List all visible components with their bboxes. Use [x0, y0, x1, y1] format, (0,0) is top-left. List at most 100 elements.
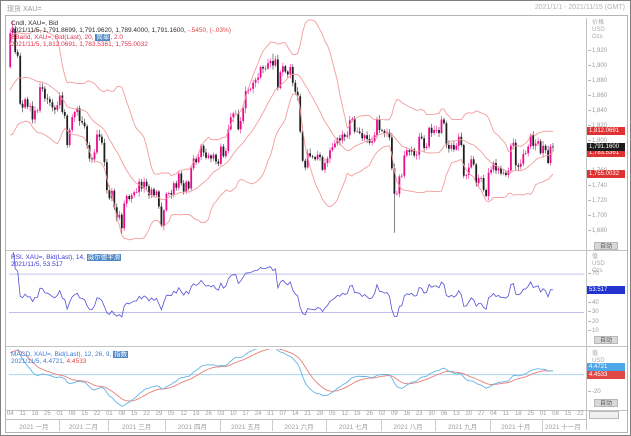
panel-separator-line — [6, 346, 627, 347]
rsi-value-box: 53.517 — [587, 285, 625, 294]
panel-separator-line — [6, 250, 627, 251]
axis-unit-label: 值 — [592, 351, 599, 357]
macd-value: 2021/11/5, 4.4721, — [11, 358, 65, 365]
x-axis-day-label: 08 — [68, 411, 76, 417]
macd-chart-canvas[interactable] — [7, 349, 586, 409]
bollinger-upper-band — [9, 19, 554, 177]
x-axis-month-label: 2021 八月 — [393, 424, 423, 431]
bband-width-label: , 2.0 — [110, 34, 124, 41]
axis-tick-label: 70 — [588, 271, 599, 278]
axis-unit-label: Ozs — [592, 34, 603, 40]
x-axis-day-label: 06 — [440, 411, 448, 417]
title-bar: 现货 XAU= 2021/1/1 - 2021/11/15 (GMT) — [1, 1, 630, 15]
rsi-legend: RSI, XAU=, Bid(Last), 14, 威尔德平滑 2021/11/… — [11, 254, 122, 268]
x-axis-day-label: 15 — [81, 411, 88, 417]
x-axis-day-label: 29 — [155, 411, 163, 417]
x-axis-day-label: 26 — [366, 411, 373, 417]
x-axis-month-label: 2021 九月 — [447, 424, 478, 431]
macd-series-label: MACD, XAU=, Bid(Last), 12, 26, 9, — [11, 351, 114, 358]
macd-value-box: 4.4721 — [587, 362, 625, 371]
x-axis-day-label: 04 — [6, 411, 14, 417]
x-axis-day-label: 19 — [353, 411, 361, 417]
axis-unit-label: USD — [592, 27, 605, 33]
x-axis-month-label: 2021 六月 — [284, 424, 314, 431]
axis-tick-label: 1,800 — [587, 137, 608, 144]
x-axis-offset-box[interactable] — [589, 411, 619, 419]
main-price-chart-canvas[interactable] — [7, 18, 586, 250]
macd-axis: 值 USD -20 4.4721 4.4533 自动 — [587, 349, 625, 409]
axis-tick-label: 20 — [588, 318, 599, 325]
axis-tick-label: 1,680 — [587, 227, 608, 234]
x-axis-day-label: 25 — [527, 411, 535, 417]
scale-mode-button[interactable]: 自动 — [594, 399, 618, 407]
axis-tick-label: 1,700 — [587, 212, 608, 219]
main-legend: Cndl, XAU=, Bid 2021/11/5, 1,791.8699, 1… — [11, 20, 231, 48]
x-axis-day-label: 24 — [254, 411, 262, 417]
axis-tick-label: 40 — [588, 299, 599, 306]
macd-ma-type-dropdown[interactable]: 指数 — [113, 351, 129, 358]
x-axis-day-label: 22 — [143, 411, 150, 417]
axis-unit-label: Ozs — [592, 268, 603, 274]
axis-unit-label: USD — [592, 358, 605, 364]
x-axis-day-label: 05 — [167, 411, 175, 417]
date-range-label: 2021/1/1 - 2021/11/15 (GMT) — [534, 4, 625, 11]
x-axis-day-label: 18 — [31, 411, 39, 417]
x-axis-month-label: 2021 七月 — [338, 424, 369, 431]
x-axis-top-line — [6, 410, 627, 411]
x-axis-day-label: 14 — [291, 411, 299, 417]
x-axis-day-label: 30 — [428, 411, 435, 417]
axis-unit-label: 值 — [592, 254, 599, 260]
x-axis-day-label: 01 — [539, 411, 547, 417]
x-axis-day-label: 13 — [453, 411, 460, 417]
down-candle-wicks — [14, 25, 554, 234]
axis-tick-label: 1,740 — [587, 182, 608, 189]
x-axis-day-label: 05 — [329, 411, 336, 417]
lower-band-price-box: 1,755.0032 — [587, 170, 625, 179]
bband-ma-type-dropdown[interactable]: 简单 — [95, 34, 111, 41]
x-axis-day-label: 20 — [465, 411, 473, 417]
x-axis-day-label: 03 — [217, 411, 225, 417]
x-axis-day-label: 31 — [267, 411, 274, 417]
x-axis-day-label: 26 — [205, 411, 212, 417]
rsi-smoothing-dropdown[interactable]: 威尔德平滑 — [86, 254, 122, 261]
x-axis-day-label: 08 — [118, 411, 126, 417]
x-axis-day-label: 11 — [502, 411, 509, 417]
x-axis-day-label: 16 — [403, 411, 411, 417]
net-change-value: -.5450, (-.03%) — [185, 27, 231, 34]
rsi-line — [13, 252, 554, 318]
x-axis-day-label: 04 — [490, 411, 497, 417]
axis-unit-label: 价格 — [592, 20, 605, 26]
month-separator — [165, 419, 167, 431]
bband-series-label: BBand, XAU=, Bid(Last), 20, — [11, 34, 96, 41]
month-separator — [541, 419, 543, 431]
x-axis-day-label: 22 — [576, 411, 584, 417]
month-separator — [489, 419, 491, 431]
macd-legend: MACD, XAU=, Bid(Last), 12, 26, 9, 指数 202… — [11, 351, 129, 365]
chart-frame: Cndl, XAU=, Bid 2021/11/5, 1,791.8699, 1… — [5, 15, 628, 433]
down-candle-bodies — [14, 28, 554, 229]
x-axis-day-label: 10 — [229, 411, 237, 417]
x-axis-day-label: 11 — [19, 411, 26, 417]
x-axis-day-label: 07 — [279, 411, 287, 417]
x-axis-day-label: 12 — [341, 411, 349, 417]
x-axis-month-label: 2021 十月 — [501, 424, 531, 431]
month-separator — [435, 419, 437, 431]
x-axis-day-label: 18 — [514, 411, 522, 417]
scale-mode-button[interactable]: 自动 — [594, 242, 618, 250]
x-axis-day-label: 21 — [304, 411, 312, 417]
month-separator — [326, 419, 328, 431]
middle-band-price-box: 1,783.5361 — [587, 148, 625, 157]
axis-tick-label: 1,820 — [587, 122, 608, 129]
x-axis-day-label: 08 — [552, 411, 559, 417]
macd-line — [9, 349, 554, 407]
axis-tick-label: 1,840 — [587, 107, 608, 114]
last-price-box: 1,791.1600 — [587, 143, 625, 152]
x-axis-day-label: 23 — [415, 411, 423, 417]
rsi-chart-canvas[interactable] — [7, 252, 586, 345]
scale-mode-button[interactable]: 自动 — [594, 336, 618, 344]
x-axis-month-label: 2021 四月 — [177, 424, 208, 431]
month-separator — [108, 419, 110, 431]
window-title: 现货 XAU= — [7, 6, 42, 13]
x-axis-day-label: 02 — [378, 411, 386, 417]
